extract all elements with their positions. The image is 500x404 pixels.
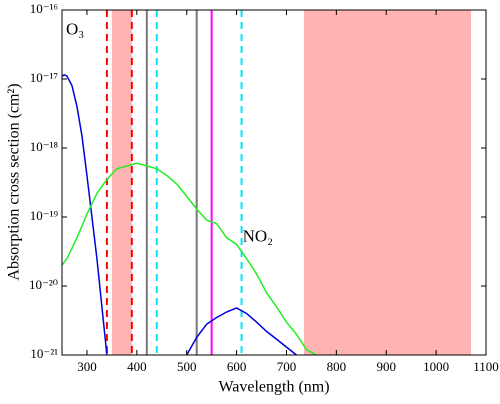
x-tick-label: 900 — [376, 359, 396, 374]
x-tick-label: 1100 — [473, 359, 499, 374]
y-tick-label: 10⁻¹⁷ — [30, 70, 58, 85]
series-label: O₃ — [66, 20, 84, 39]
plot-frame — [61, 9, 487, 356]
shaded-band — [303, 10, 472, 355]
plot-area — [62, 10, 472, 355]
y-tick-label: 10⁻¹⁸ — [30, 139, 59, 154]
x-tick-label: 500 — [177, 359, 197, 374]
x-tick-label: 800 — [327, 359, 347, 374]
x-tick-label: 700 — [277, 359, 297, 374]
series-line — [62, 162, 317, 355]
x-tick-label: 400 — [127, 359, 147, 374]
series-line — [62, 73, 297, 355]
x-tick-label: 300 — [77, 359, 97, 374]
y-axis-label: Absorption cross section (cm²) — [6, 83, 23, 280]
y-tick-label: 10⁻¹⁹ — [30, 208, 59, 223]
y-tick-label: 10⁻¹⁶ — [30, 1, 58, 16]
y-tick-label: 10⁻²¹ — [30, 346, 58, 361]
x-axis-label: Wavelength (nm) — [218, 379, 329, 396]
x-tick-label: 600 — [227, 359, 247, 374]
series-label: NO₂ — [243, 227, 273, 246]
shaded-band — [111, 10, 132, 355]
y-tick-label: 10⁻²⁰ — [29, 277, 58, 292]
x-tick-label: 1000 — [423, 359, 449, 374]
